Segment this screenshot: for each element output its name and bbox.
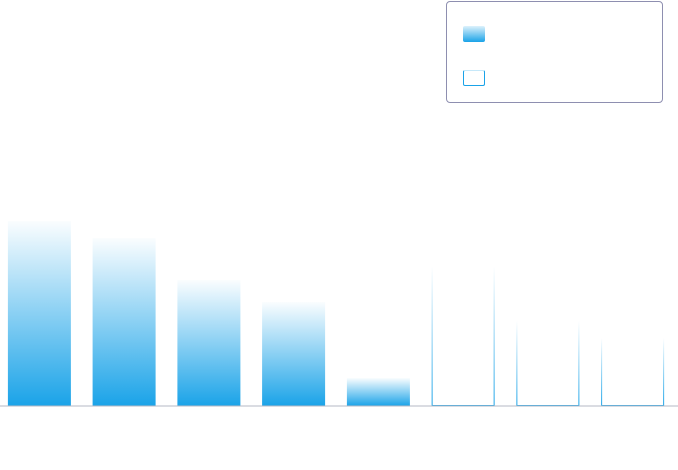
legend — [446, 1, 663, 103]
bar-series-1-3 — [177, 280, 241, 406]
legend-item-series-1[interactable] — [463, 25, 495, 43]
legend-item-series-2[interactable] — [463, 69, 495, 87]
bar-series-2-6 — [431, 266, 495, 406]
bar-series-1-1 — [7, 221, 71, 406]
bar-series-2-8 — [601, 338, 665, 406]
bar-series-2-7 — [516, 321, 580, 406]
series-1-bars — [7, 221, 410, 406]
legend-swatch-filled — [463, 26, 485, 42]
series-2-bars — [431, 266, 665, 406]
bar-series-1-4 — [262, 302, 326, 406]
legend-swatch-outline — [463, 70, 485, 86]
bar-series-1-5 — [346, 378, 410, 406]
bar-series-1-2 — [92, 238, 156, 406]
